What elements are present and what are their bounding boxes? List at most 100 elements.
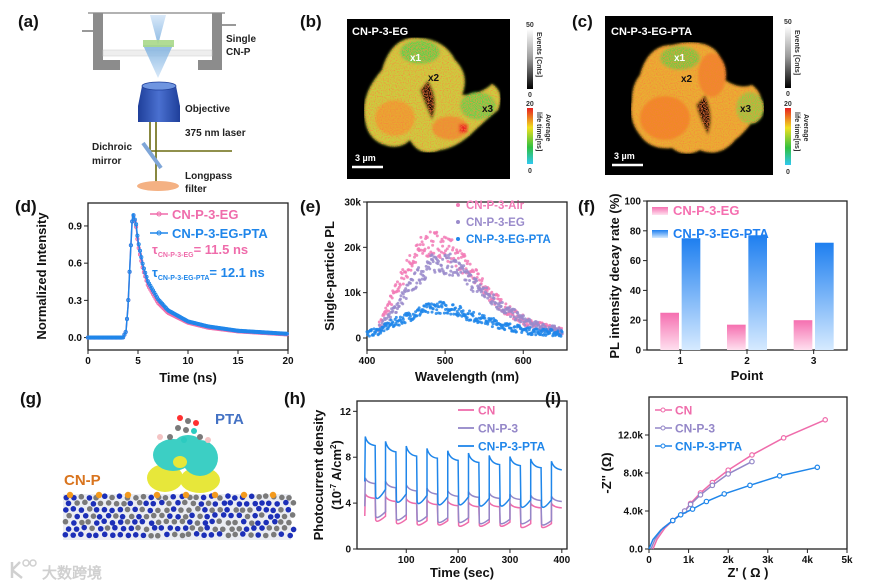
legend-label: CN-P-3: [675, 422, 715, 436]
y-tick-label: 0: [345, 545, 351, 556]
plot-frame: [366, 201, 568, 351]
pl-data-point: [390, 303, 394, 307]
pl-data-point: [454, 264, 458, 268]
carbon-atom: [248, 520, 255, 526]
data-point: [725, 471, 732, 477]
pl-data-point: [401, 268, 405, 272]
carbon-atom: [289, 512, 296, 518]
atom: [205, 437, 211, 443]
y-tick-label: 0.6: [68, 259, 82, 270]
pl-data-point: [389, 318, 393, 322]
adsorption-model: PTA CN-P: [62, 411, 297, 540]
point-marker-x1: x1: [674, 53, 686, 64]
pl-data-point: [496, 294, 500, 298]
pl-data-point: [417, 266, 421, 270]
pl-data-point: [490, 290, 494, 294]
pl-data-point: [439, 250, 443, 254]
data-point: [140, 261, 145, 266]
data-point: [669, 517, 676, 524]
pl-data-point: [398, 297, 402, 301]
pl-data-point: [415, 253, 419, 257]
pl-data-point: [441, 239, 445, 243]
pl-data-point: [424, 310, 428, 314]
pta-label: PTA: [215, 411, 244, 428]
x-axis-title: Z' ( Ω ): [728, 565, 769, 580]
y-tick-label: 10k: [344, 288, 361, 299]
nitrogen-atom: [86, 495, 93, 501]
pta-molecule: [157, 415, 211, 443]
panel-label-a: (a): [18, 12, 39, 31]
pl-data-point: [465, 316, 469, 320]
data-point: [749, 458, 755, 465]
mirror-label-1: Dichroic: [92, 142, 132, 153]
pl-data-point: [466, 312, 470, 316]
microscope-schematic: Single CN-P Objective 375 nm laser Dichr…: [82, 12, 256, 195]
pl-data-point: [395, 280, 399, 284]
panel-label-h: (h): [284, 389, 306, 408]
series-line: [364, 477, 562, 526]
pl-data-point: [401, 302, 405, 306]
pl-data-point: [494, 301, 498, 305]
pl-data-point: [445, 256, 449, 260]
carbon-atom: [205, 500, 212, 507]
carbon-atom: [166, 500, 172, 507]
pl-data-point: [430, 310, 434, 314]
nitrogen-atom: [243, 501, 250, 507]
y-tick-label: 0: [635, 346, 641, 357]
nitrogen-atom: [201, 532, 207, 539]
panel-label-g: (g): [20, 389, 42, 408]
nitrogen-atom: [236, 501, 243, 507]
data-point: [100, 335, 105, 340]
nitrogen-atom: [193, 531, 200, 537]
carbon-atom: [143, 526, 150, 533]
pl-data-point: [488, 294, 492, 298]
x-tick-label: 4k: [802, 555, 814, 566]
legend-marker: [660, 443, 666, 449]
data-point: [113, 335, 118, 340]
sample-label-1: Single: [226, 34, 256, 45]
pl-data-point: [482, 286, 486, 290]
scale-bar-label: 3 µm: [614, 151, 635, 161]
nitrogen-atom: [227, 499, 234, 506]
carbon-atom: [262, 493, 269, 499]
pl-data-point: [490, 325, 494, 329]
pl-data-point: [446, 264, 450, 268]
pl-data-point: [500, 301, 504, 305]
pl-data-point: [393, 305, 397, 309]
legend-marker: [456, 203, 460, 207]
data-point: [689, 506, 696, 512]
pl-data-point: [554, 327, 558, 331]
pl-data-point: [447, 256, 451, 260]
pl-data-point: [514, 330, 518, 334]
pl-data-point: [444, 253, 448, 257]
pl-data-point: [503, 328, 507, 332]
carbon-atom: [193, 494, 199, 501]
pl-data-point: [535, 327, 539, 331]
nitrogen-atom: [117, 506, 124, 513]
legend-label: CN-P-3-EG-PTA: [673, 226, 769, 241]
pl-data-point: [426, 310, 430, 314]
point-marker-x3: x3: [740, 104, 752, 115]
nitrogen-atom: [204, 513, 210, 520]
pl-data-point: [437, 248, 441, 252]
pl-data-point: [480, 321, 484, 325]
pl-data-point: [449, 257, 453, 261]
pl-data-point: [447, 244, 451, 248]
data-point: [123, 329, 128, 335]
carbon-atom: [128, 513, 135, 520]
carbon-atom: [150, 512, 157, 519]
pl-data-point: [490, 302, 494, 306]
plot-frame: [648, 396, 848, 550]
series-line: [650, 460, 753, 550]
y-tick-label: 60: [630, 256, 642, 267]
data-point: [780, 435, 787, 441]
tau-subscript: CN-P-3-EG: [158, 252, 194, 259]
carbon-atom: [273, 525, 280, 532]
pl-data-point: [483, 295, 487, 299]
pl-data-point: [418, 279, 422, 283]
data-point: [111, 335, 117, 340]
nitrogen-atom: [86, 532, 92, 539]
legend-label: CN-P-3-PTA: [478, 440, 545, 454]
pl-data-point: [453, 306, 457, 310]
